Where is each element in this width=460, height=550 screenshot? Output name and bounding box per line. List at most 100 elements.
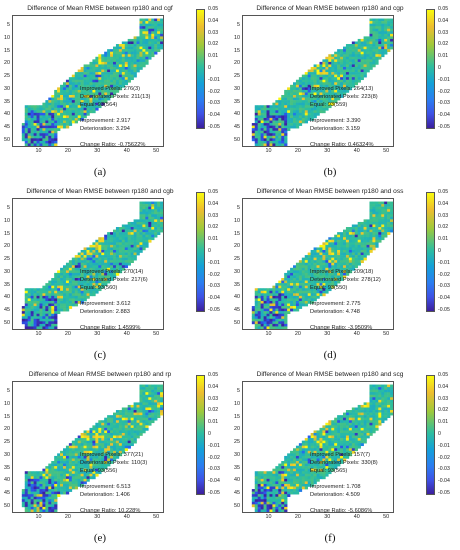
heatmap-cell	[266, 117, 270, 121]
heatmap-cell	[325, 89, 329, 93]
heatmap-cell	[142, 61, 146, 65]
heatmap-cell	[378, 214, 382, 218]
heatmap-cell	[124, 79, 128, 83]
y-tick-label: 10	[4, 217, 10, 224]
heatmap-cell	[343, 46, 347, 50]
heatmap-cell	[133, 56, 137, 60]
heatmap-cell	[319, 69, 323, 73]
heatmap-cell	[275, 285, 279, 289]
heatmap-cell	[113, 247, 117, 251]
heatmap-cell	[319, 105, 323, 109]
heatmap-cell	[151, 219, 155, 223]
heatmap-cell	[51, 95, 55, 98]
heatmap-cell	[124, 239, 128, 243]
heatmap-cell	[348, 239, 353, 243]
heatmap-cell	[157, 26, 161, 30]
heatmap-cell	[92, 61, 96, 65]
heatmap-cell	[21, 308, 26, 312]
heatmap-cell	[98, 260, 102, 264]
heatmap-cell	[151, 28, 155, 32]
heatmap-cell	[121, 69, 126, 73]
heatmap-cell	[133, 46, 137, 50]
heatmap-cell	[21, 128, 26, 132]
heatmap-cell	[65, 448, 70, 452]
heatmap-cell	[71, 476, 76, 480]
heatmap-cell	[357, 435, 361, 439]
heatmap-cell	[89, 66, 93, 70]
heatmap-cell	[366, 54, 370, 58]
heatmap-cell	[133, 244, 137, 248]
heatmap-cell	[33, 135, 37, 139]
heatmap-cell	[372, 56, 376, 60]
heatmap-cell	[107, 72, 111, 75]
heatmap-cell	[63, 110, 67, 114]
heatmap-cell	[60, 110, 64, 114]
heatmap-cell	[45, 499, 49, 503]
heatmap-cell	[30, 318, 34, 322]
heatmap-cell	[340, 244, 344, 248]
heatmap-cell	[83, 298, 87, 302]
heatmap-cell	[313, 69, 317, 73]
heatmap-cell	[48, 466, 52, 469]
heatmap-cell	[89, 249, 93, 253]
heatmap-cell	[298, 461, 303, 464]
heatmap-cell	[142, 64, 146, 68]
heatmap-cell	[104, 100, 108, 103]
heatmap-cell	[95, 278, 99, 281]
heatmap-cell	[390, 214, 393, 218]
y-tick-label: 15	[4, 47, 10, 54]
heatmap-cell	[95, 102, 99, 106]
heatmap-cell	[68, 280, 73, 284]
heatmap-cell	[154, 407, 158, 411]
heatmap-cell	[281, 303, 285, 307]
heatmap-cell	[24, 506, 28, 510]
heatmap-cell	[293, 123, 297, 126]
heatmap-cell	[281, 105, 285, 109]
heatmap-cell	[287, 300, 291, 304]
heatmap-cell	[36, 110, 40, 114]
heatmap-cell	[363, 221, 367, 225]
stats-line: Equal: 93(564)	[80, 102, 118, 108]
heatmap-cell	[328, 82, 332, 86]
heatmap-cell	[39, 135, 43, 139]
colorbar-tick-label: -0.03	[208, 466, 220, 473]
heatmap-cell	[343, 255, 347, 258]
heatmap-cell	[375, 425, 379, 429]
heatmap-cell	[325, 260, 329, 264]
heatmap-cell	[130, 422, 134, 426]
heatmap-cell	[301, 288, 306, 292]
heatmap-cell	[375, 61, 379, 65]
heatmap-cell	[366, 407, 370, 411]
heatmap-cell	[77, 79, 81, 83]
heatmap-cell	[71, 260, 76, 264]
heatmap-cell	[110, 417, 114, 421]
heatmap-cell	[369, 249, 373, 253]
heatmap-cell	[378, 51, 382, 55]
heatmap-cell	[316, 255, 320, 258]
heatmap-cell	[74, 262, 78, 266]
heatmap-cell	[334, 275, 338, 279]
heatmap-cell	[33, 504, 37, 508]
heatmap-cell	[313, 443, 317, 447]
heatmap-cell	[54, 300, 58, 304]
heatmap-cell	[284, 128, 288, 132]
heatmap-cell	[387, 46, 391, 50]
heatmap-cell	[60, 84, 64, 88]
heatmap-cell	[30, 489, 34, 492]
heatmap-cell	[293, 100, 297, 103]
heatmap-cell	[298, 300, 303, 304]
heatmap-cell	[95, 427, 99, 431]
heatmap-cell	[372, 59, 376, 63]
heatmap-cell	[113, 272, 117, 276]
heatmap-cell	[63, 117, 67, 121]
heatmap-cell	[115, 422, 120, 426]
heatmap-cell	[48, 107, 52, 111]
heatmap-cell	[71, 298, 76, 302]
stats-line	[80, 499, 147, 507]
heatmap-cell	[86, 468, 90, 472]
heatmap-cell	[45, 509, 49, 512]
heatmap-cell	[293, 125, 297, 129]
heatmap-cell	[157, 402, 161, 406]
heatmap-cell	[343, 450, 347, 454]
heatmap-cell	[387, 232, 391, 235]
